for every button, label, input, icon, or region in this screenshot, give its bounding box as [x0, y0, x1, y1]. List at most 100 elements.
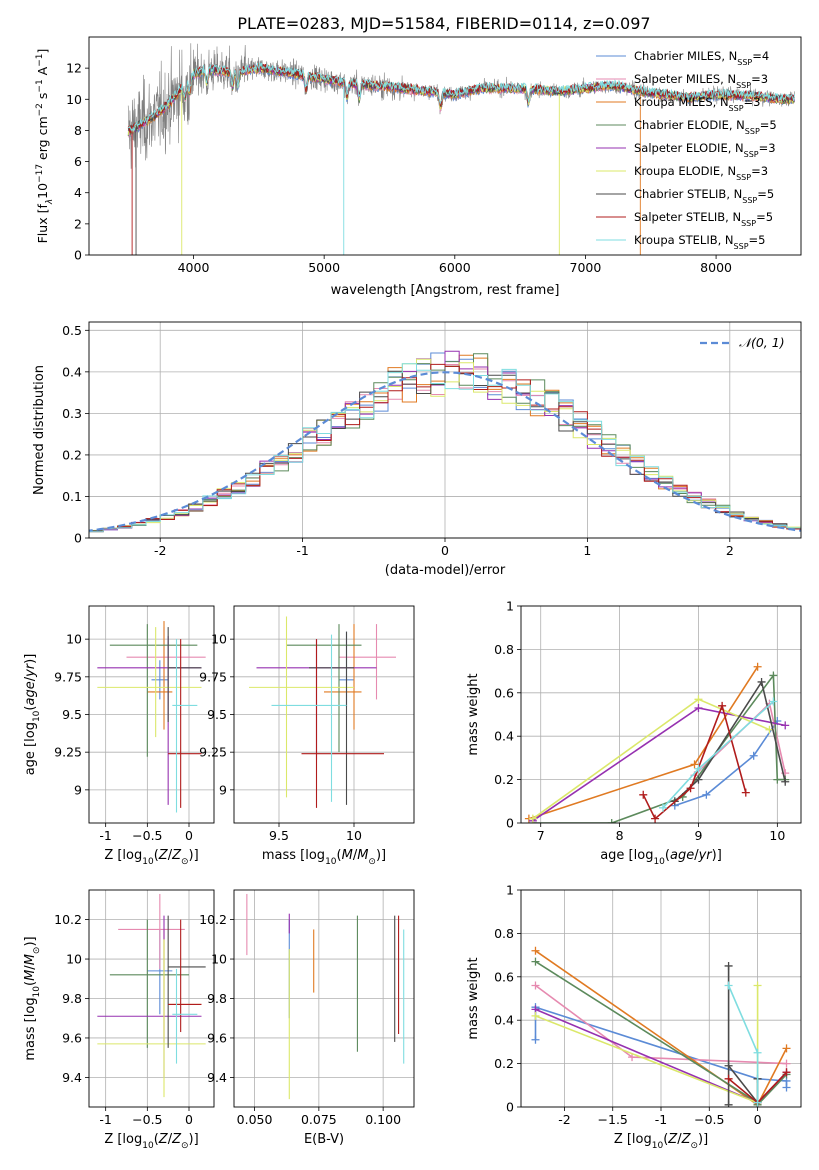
chabrier_stelib-marker — [724, 1061, 733, 1070]
salpeter_stelib-marker — [782, 1068, 791, 1077]
y-tick-label: 9.4 — [207, 1070, 227, 1085]
legend-label: 𝒩(0, 1) — [739, 335, 785, 350]
y-tick-label: 9 — [219, 782, 227, 797]
salpeter_stelib-marker — [639, 790, 648, 799]
y-tick-label: 0.5 — [62, 323, 82, 338]
legend-label: Chabrier STELIB, NSSP=5 — [634, 187, 774, 205]
x-tick-label: 9 — [694, 828, 702, 843]
kroupa_miles-marker — [782, 1044, 791, 1053]
y-tick-label: 6 — [74, 154, 82, 169]
salpeter_stelib-marker — [718, 701, 727, 710]
chabrier_elodie-marker — [607, 819, 616, 823]
salpeter_elodie-marker — [781, 721, 790, 730]
y-tick-label: 9.6 — [62, 1030, 82, 1045]
x-tick-label: 0.075 — [301, 1112, 337, 1127]
x-tick-label: −0.5 — [132, 828, 162, 843]
y-tick-label: 9.25 — [199, 745, 227, 760]
x-tick-label: -2 — [154, 543, 166, 558]
chabrier_miles-marker — [749, 751, 758, 760]
x-tick-label: -1 — [99, 1112, 111, 1127]
y-tick-label: 8 — [74, 123, 82, 138]
y-tick-label: 9.5 — [207, 707, 227, 722]
chabrier_miles-marker — [702, 790, 711, 799]
x-tick-label: 8000 — [700, 260, 732, 275]
spectrum-axes: 4000 5000 6000 7000 8000 0 2 4 6 8 10 12 — [66, 61, 732, 275]
residuals-axes: -2 -1 0 1 2 0 0.1 0.2 0.3 0.4 0.5 — [62, 322, 801, 558]
x-tick-label: 7000 — [570, 260, 602, 275]
y-tick-label: 1 — [506, 883, 514, 898]
x-tick-label: 1 — [583, 543, 591, 558]
chabrier_elodie-marker — [531, 957, 540, 966]
x-tick-label: -1 — [655, 1112, 667, 1127]
y-tick-label: 10 — [66, 92, 82, 107]
residuals-frame — [88, 321, 802, 539]
residuals-ylabel: Normed distribution — [32, 365, 47, 495]
age_vs_Z-ylabel: age [log10(age/yr)] — [23, 654, 42, 776]
y-tick-label: 0 — [74, 531, 82, 546]
chabrier_elodie-marker — [769, 671, 778, 680]
x-tick-label: 5000 — [308, 260, 340, 275]
y-tick-label: 0.2 — [494, 1056, 514, 1071]
y-tick-label: 9.5 — [62, 707, 82, 722]
kroupa_elodie-marker — [694, 695, 703, 704]
y-tick-label: 0.4 — [62, 364, 82, 379]
y-tick-label: 9.6 — [207, 1030, 227, 1045]
chabrier_stelib-marker — [724, 1100, 733, 1107]
normal-distribution-curve — [89, 371, 801, 532]
y-tick-label: 0.4 — [494, 1013, 514, 1028]
weight_vs_Z-xlabel: Z [log10(Z/Z⊙)] — [614, 1132, 708, 1151]
y-tick-label: 9.4 — [62, 1070, 82, 1085]
legend-label: Salpeter STELIB, NSSP=5 — [634, 210, 773, 228]
age_vs_mass-axes: 9.5 10 9 9.25 9.5 9.75 10 — [199, 606, 414, 843]
mass_vs_EBV-axes: 0.050 0.075 0.100 9.4 9.6 9.8 10 10.2 — [199, 890, 414, 1127]
chabrier_stelib-marker — [694, 775, 703, 784]
x-tick-label: −0.5 — [694, 1112, 724, 1127]
x-tick-label: 0 — [441, 543, 449, 558]
residual-histograms — [89, 350, 801, 534]
y-tick-label: 12 — [66, 61, 82, 76]
legend-label: Chabrier MILES, NSSP=4 — [634, 49, 769, 67]
salpeter_miles-marker — [531, 981, 540, 990]
y-tick-label: 10.2 — [199, 912, 227, 927]
y-tick-label: 0.3 — [62, 406, 82, 421]
weight_vs_age-series — [524, 662, 790, 823]
weight_vs_Z-frame — [520, 889, 802, 1108]
x-tick-label: 0 — [754, 1112, 762, 1127]
kroupa_stelib-marker — [724, 981, 733, 990]
y-tick-label: 10 — [66, 632, 82, 647]
legend-label: Kroupa STELIB, NSSP=5 — [634, 233, 765, 251]
y-tick-label: 0 — [506, 816, 514, 831]
mass_vs_EBV-points — [246, 893, 405, 1100]
legend-label: Kroupa ELODIE, NSSP=3 — [634, 164, 768, 182]
x-tick-label: 0 — [185, 828, 193, 843]
salpeter_miles-marker — [782, 1059, 791, 1068]
y-tick-label: 10.2 — [54, 912, 82, 927]
kroupa_elodie-marker — [531, 1011, 540, 1020]
spectrum-legend: Chabrier MILES, NSSP=4 Salpeter MILES, NS… — [596, 49, 777, 251]
age_vs_Z-points — [97, 621, 206, 813]
y-tick-label: 9.75 — [199, 669, 227, 684]
spectrum-ylabel: Flux [fλ10−17 erg cm−2 s−1 A−1] — [35, 49, 55, 244]
residuals-legend: 𝒩(0, 1) — [700, 335, 785, 350]
y-tick-label: 10 — [211, 632, 227, 647]
spectrum-frame — [88, 36, 802, 256]
y-tick-label: 10 — [66, 952, 82, 967]
chabrier_miles-line — [674, 720, 778, 807]
residuals-xlabel: (data-model)/error — [385, 563, 506, 578]
weight_vs_age-xlabel: age [log10(age/yr)] — [600, 848, 722, 867]
age_vs_mass-xlabel: mass [log10(M/M⊙)] — [262, 848, 386, 867]
y-tick-label: 0.2 — [62, 447, 82, 462]
x-tick-label: -1 — [99, 828, 111, 843]
y-tick-label: 2 — [74, 216, 82, 231]
y-tick-label: 9.8 — [207, 991, 227, 1006]
mass_vs_Z-ylabel: mass [log10(M/M⊙)] — [23, 936, 42, 1060]
salpeter_elodie-marker — [694, 703, 703, 712]
kroupa_elodie-marker — [753, 981, 762, 990]
y-tick-label: 0 — [74, 248, 82, 263]
age_vs_Z-frame — [88, 605, 215, 824]
salpeter_stelib-marker — [724, 1074, 733, 1083]
y-tick-label: 10 — [211, 952, 227, 967]
chabrier_stelib-marker — [724, 961, 733, 970]
